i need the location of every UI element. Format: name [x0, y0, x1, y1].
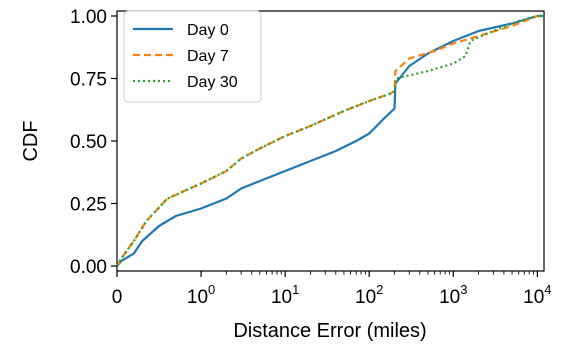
x-tick-exponent: 0 — [208, 282, 215, 297]
y-tick-label: 0.75 — [70, 70, 107, 91]
x-tick-label: 103 — [439, 282, 467, 308]
legend-label: Day 7 — [187, 48, 229, 65]
x-axis-label: Distance Error (miles) — [233, 320, 426, 342]
y-tick-label: 0.25 — [70, 195, 107, 216]
y-tick-label: 0.50 — [70, 132, 107, 153]
x-axis: 0 100 101 102 103 104 — [112, 271, 552, 308]
legend-box — [123, 10, 262, 103]
x-tick-label: 102 — [355, 282, 383, 308]
x-tick-exponent: 3 — [460, 282, 467, 297]
series-line-day-30 — [116, 14, 544, 267]
series-layer — [116, 14, 544, 267]
series-line-day-0 — [116, 14, 544, 267]
x-tick-exponent: 4 — [544, 282, 551, 297]
x-tick-label: 0 — [112, 287, 123, 308]
x-tick-label: 104 — [523, 282, 551, 308]
legend-label: Day 0 — [187, 22, 229, 39]
legend-label: Day 30 — [187, 74, 238, 91]
y-tick-label: 0.00 — [70, 257, 107, 278]
y-axis-label: CDF — [20, 120, 42, 161]
legend: Day 0 Day 7 Day 30 — [123, 10, 262, 103]
x-tick-exponent: 1 — [292, 282, 299, 297]
y-axis: 0.00 0.25 0.50 0.75 1.00 — [70, 7, 117, 278]
series-line-day-7 — [116, 14, 544, 267]
legend-items: Day 0 Day 7 Day 30 — [133, 22, 238, 91]
x-tick-label: 100 — [187, 282, 215, 308]
x-tick-exponent: 2 — [376, 282, 383, 297]
x-tick-label: 101 — [271, 282, 299, 308]
y-tick-label: 1.00 — [70, 7, 107, 28]
